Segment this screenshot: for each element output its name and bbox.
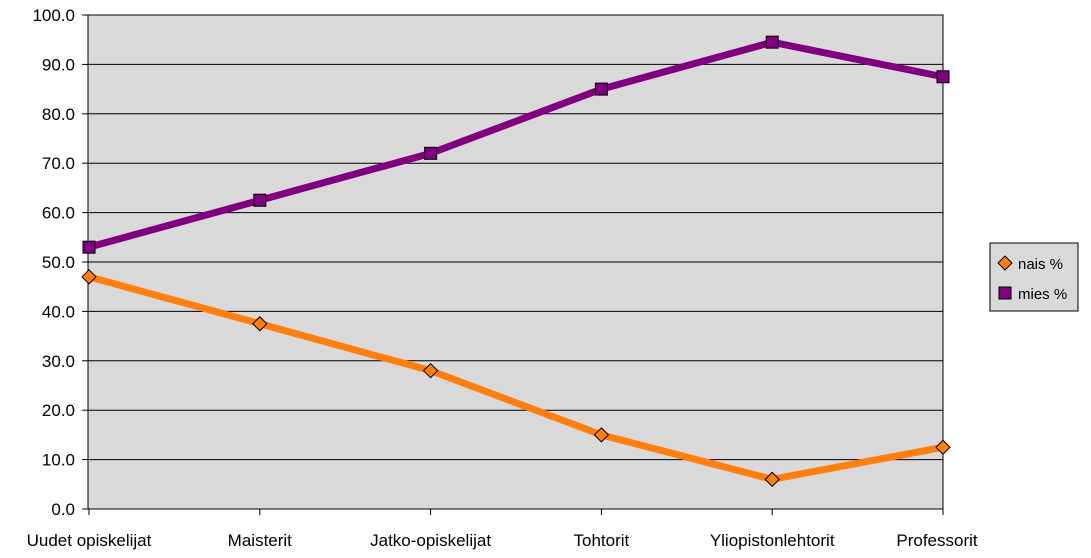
legend-marker bbox=[998, 286, 1012, 300]
legend-marker bbox=[997, 255, 1013, 271]
y-tick-label: 100.0 bbox=[32, 6, 75, 25]
data-point bbox=[764, 471, 780, 488]
data-point bbox=[593, 427, 610, 443]
x-tick-label: Professorit bbox=[896, 531, 978, 550]
data-point bbox=[253, 193, 267, 207]
y-tick-label: 50.0 bbox=[42, 253, 75, 272]
y-tick-label: 30.0 bbox=[42, 352, 75, 371]
y-tick-label: 0.0 bbox=[51, 500, 75, 519]
data-point bbox=[765, 35, 779, 49]
y-tick-label: 80.0 bbox=[42, 105, 75, 124]
y-tick-label: 10.0 bbox=[42, 451, 75, 470]
legend-box bbox=[989, 242, 1079, 312]
x-tick-label: Maisterit bbox=[228, 531, 293, 550]
x-tick-label: Yliopistonlehtorit bbox=[710, 531, 835, 550]
x-tick-label: Uudet opiskelijat bbox=[27, 531, 152, 550]
data-point bbox=[935, 439, 951, 455]
y-tick-label: 40.0 bbox=[42, 302, 75, 321]
series-mies bbox=[82, 35, 950, 254]
y-tick-label: 90.0 bbox=[42, 55, 75, 74]
y-tick-label: 70.0 bbox=[42, 154, 75, 173]
data-point bbox=[422, 362, 439, 379]
series-line bbox=[85, 38, 947, 251]
data-point bbox=[81, 269, 97, 285]
series-line bbox=[85, 273, 947, 483]
x-tick-label: Tohtorit bbox=[574, 531, 630, 550]
x-axis-ticks: Uudet opiskelijat Maisterit Jatko-opiskeli… bbox=[27, 508, 978, 550]
data-point bbox=[252, 316, 268, 332]
y-tick-label: 60.0 bbox=[42, 204, 75, 223]
x-tick-label: Jatko-opiskelijat bbox=[370, 531, 491, 550]
y-tick-label: 20.0 bbox=[42, 401, 75, 420]
y-axis-ticks: 0.0 10.0 20.0 30.0 40.0 50.0 60.0 70.0 80.0 90.0 1… bbox=[32, 6, 88, 519]
legend-label: mies % bbox=[1018, 286, 1067, 303]
legend: nais % mies % bbox=[989, 242, 1079, 312]
series-lines bbox=[81, 35, 951, 488]
legend-label: nais % bbox=[1018, 256, 1063, 273]
data-point bbox=[594, 82, 608, 96]
data-point bbox=[424, 146, 438, 160]
series-nais bbox=[81, 269, 951, 488]
gridlines bbox=[88, 63, 943, 461]
data-point bbox=[82, 240, 96, 254]
data-point bbox=[936, 70, 950, 84]
